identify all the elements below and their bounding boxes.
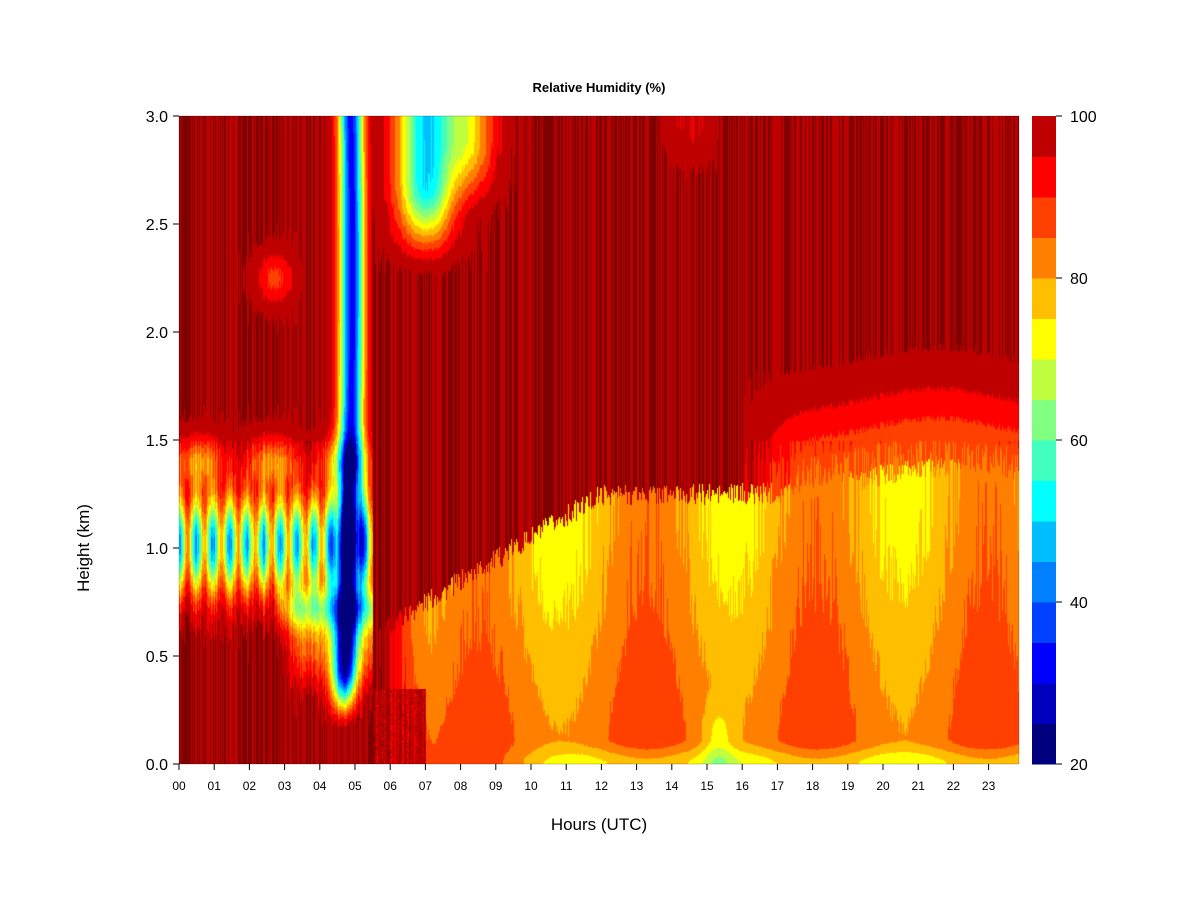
x-tick-label: 09 [489, 779, 503, 793]
heatmap-field [179, 116, 1019, 764]
y-tick-label: 0.0 [146, 757, 168, 774]
colorbar-tick-label: 60 [1070, 433, 1088, 450]
x-axis: 00 01 02 03 04 05 06 07 08 09 10 11 12 13 14 15 16 17 18 19… [172, 764, 995, 793]
y-tick-label: 3.0 [146, 109, 168, 126]
x-tick-label: 23 [982, 779, 996, 793]
x-tick-label: 22 [947, 779, 961, 793]
y-axis-label: Height (km) [74, 504, 93, 592]
x-tick-label: 07 [419, 779, 433, 793]
x-tick-label: 06 [384, 779, 398, 793]
colorbar-bin [1032, 602, 1056, 643]
colorbar-tick-label: 20 [1070, 757, 1088, 774]
y-tick-label: 0.5 [146, 649, 168, 666]
colorbar-bin [1032, 521, 1056, 562]
y-tick-label: 1.0 [146, 541, 168, 558]
y-tick-label: 1.5 [146, 433, 168, 450]
plot-area [179, 116, 1019, 764]
colorbar-bin [1032, 562, 1056, 603]
x-tick-label: 05 [348, 779, 362, 793]
x-tick-label: 19 [841, 779, 855, 793]
x-tick-label: 08 [454, 779, 468, 793]
colorbar-bin [1032, 197, 1056, 238]
colorbar-bin [1032, 683, 1056, 724]
x-tick-label: 16 [736, 779, 750, 793]
colorbar-bin [1032, 643, 1056, 684]
x-tick-label: 15 [700, 779, 714, 793]
y-tick-label: 2.5 [146, 217, 168, 234]
x-tick-label: 17 [771, 779, 785, 793]
colorbar-bin [1032, 481, 1056, 522]
y-tick-label: 2.0 [146, 325, 168, 342]
colorbar-tick-label: 40 [1070, 595, 1088, 612]
colorbar-bin [1032, 359, 1056, 400]
x-tick-label: 10 [524, 779, 538, 793]
x-tick-label: 00 [172, 779, 186, 793]
x-tick-label: 14 [665, 779, 679, 793]
colorbar-bin [1032, 278, 1056, 319]
x-tick-label: 04 [313, 779, 327, 793]
x-tick-label: 13 [630, 779, 644, 793]
x-tick-label: 11 [560, 779, 573, 793]
chart-title: Relative Humidity (%) [533, 80, 666, 95]
colorbar-tick-label: 100 [1070, 109, 1097, 126]
colorbar-tick-label: 80 [1070, 271, 1088, 288]
x-tick-label: 12 [595, 779, 609, 793]
colorbar-bin [1032, 440, 1056, 481]
x-axis-label: Hours (UTC) [551, 815, 647, 834]
colorbar-bin [1032, 157, 1056, 198]
colorbar-bin [1032, 400, 1056, 441]
x-tick-label: 01 [208, 779, 222, 793]
colorbar-bin [1032, 116, 1056, 157]
y-axis: 0.0 0.5 1.0 1.5 2.0 2.5 3.0 [146, 109, 179, 774]
colorbar: 20 40 60 80 100 [1032, 109, 1097, 774]
x-tick-label: 21 [912, 779, 926, 793]
x-tick-label: 18 [806, 779, 820, 793]
x-tick-label: 02 [243, 779, 257, 793]
x-tick-label: 03 [278, 779, 292, 793]
colorbar-bin [1032, 319, 1056, 360]
colorbar-bin [1032, 724, 1056, 765]
colorbar-bin [1032, 238, 1056, 279]
x-tick-label: 20 [876, 779, 890, 793]
